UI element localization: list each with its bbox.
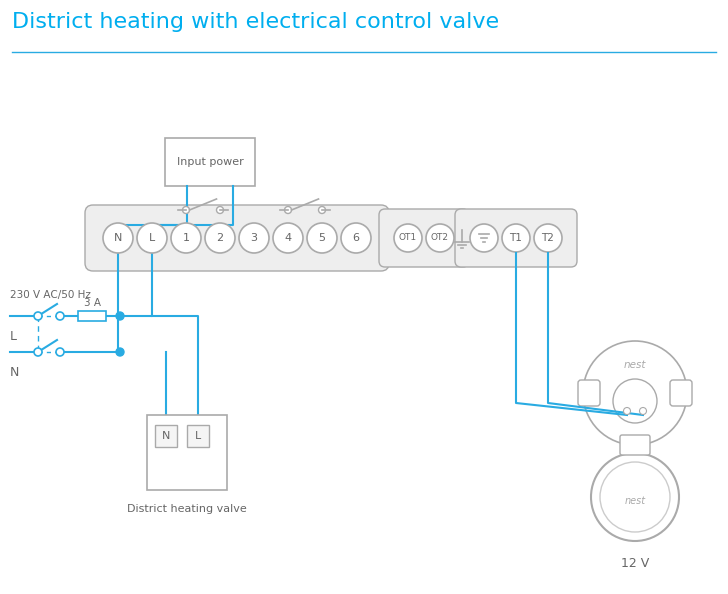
Circle shape — [600, 462, 670, 532]
Circle shape — [470, 224, 498, 252]
Text: OT1: OT1 — [399, 233, 417, 242]
Circle shape — [137, 223, 167, 253]
FancyBboxPatch shape — [155, 425, 177, 447]
Text: 4: 4 — [285, 233, 291, 243]
FancyBboxPatch shape — [147, 415, 227, 490]
Text: 12 V: 12 V — [621, 557, 649, 570]
FancyBboxPatch shape — [165, 138, 255, 186]
Text: 3 A: 3 A — [84, 298, 101, 308]
Circle shape — [583, 341, 687, 445]
FancyBboxPatch shape — [455, 209, 577, 267]
FancyBboxPatch shape — [578, 380, 600, 406]
Text: 6: 6 — [352, 233, 360, 243]
Text: Input power: Input power — [177, 157, 243, 167]
FancyBboxPatch shape — [78, 311, 106, 321]
Circle shape — [307, 223, 337, 253]
Circle shape — [318, 207, 325, 213]
Circle shape — [56, 312, 64, 320]
Circle shape — [116, 312, 124, 320]
Circle shape — [103, 223, 133, 253]
Text: District heating valve: District heating valve — [127, 504, 247, 514]
Text: 2: 2 — [216, 233, 223, 243]
Circle shape — [285, 207, 291, 213]
Circle shape — [639, 407, 646, 415]
Circle shape — [394, 224, 422, 252]
Text: District heating with electrical control valve: District heating with electrical control… — [12, 12, 499, 32]
FancyBboxPatch shape — [85, 205, 389, 271]
Text: L: L — [10, 330, 17, 343]
Circle shape — [341, 223, 371, 253]
Circle shape — [426, 224, 454, 252]
Circle shape — [216, 207, 223, 213]
Text: 230 V AC/50 Hz: 230 V AC/50 Hz — [10, 290, 91, 300]
Circle shape — [34, 312, 42, 320]
FancyBboxPatch shape — [187, 425, 209, 447]
FancyBboxPatch shape — [620, 435, 650, 455]
Text: 3: 3 — [250, 233, 258, 243]
FancyBboxPatch shape — [379, 209, 469, 267]
Text: N: N — [114, 233, 122, 243]
Circle shape — [205, 223, 235, 253]
FancyBboxPatch shape — [670, 380, 692, 406]
Text: L: L — [149, 233, 155, 243]
Text: nest: nest — [625, 496, 646, 506]
Circle shape — [183, 207, 189, 213]
Circle shape — [534, 224, 562, 252]
Circle shape — [171, 223, 201, 253]
Text: 1: 1 — [183, 233, 189, 243]
Circle shape — [56, 348, 64, 356]
Text: nest: nest — [624, 360, 646, 370]
Text: T2: T2 — [542, 233, 555, 243]
Circle shape — [116, 348, 124, 356]
Circle shape — [239, 223, 269, 253]
Circle shape — [613, 379, 657, 423]
Circle shape — [623, 407, 630, 415]
Circle shape — [34, 348, 42, 356]
Circle shape — [502, 224, 530, 252]
Text: N: N — [162, 431, 170, 441]
Text: N: N — [10, 366, 20, 379]
Text: OT2: OT2 — [431, 233, 449, 242]
Text: 5: 5 — [318, 233, 325, 243]
Circle shape — [273, 223, 303, 253]
Circle shape — [591, 453, 679, 541]
Text: L: L — [195, 431, 201, 441]
Text: T1: T1 — [510, 233, 523, 243]
